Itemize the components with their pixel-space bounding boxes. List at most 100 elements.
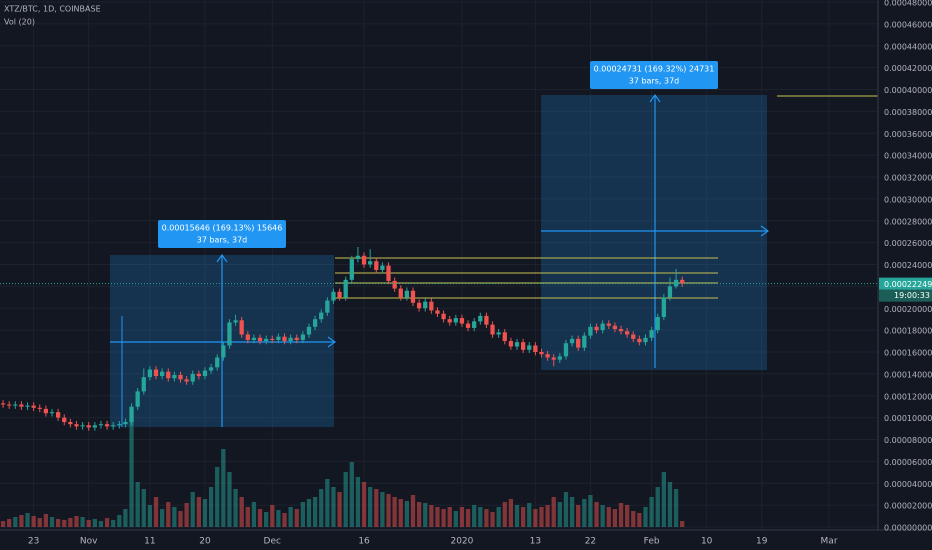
candle-body <box>19 404 24 407</box>
candle-body <box>68 422 73 425</box>
volume-bar <box>453 511 458 527</box>
volume-bar <box>141 489 146 527</box>
volume-bar <box>86 520 91 527</box>
x-tick-label: 13 <box>530 537 541 547</box>
candle-body <box>582 335 587 348</box>
volume-bar <box>98 521 104 527</box>
volume-bar <box>202 499 208 527</box>
volume-bar <box>355 477 361 527</box>
candle-body <box>221 345 226 358</box>
x-tick-label: 2020 <box>450 537 473 547</box>
measure-detail: 37 bars, 37d <box>197 236 248 245</box>
candle-body <box>618 329 624 332</box>
volume-bar <box>245 507 250 527</box>
candles <box>0 247 878 431</box>
candle-body <box>245 334 250 340</box>
candle-body <box>410 290 416 303</box>
candle-body <box>208 367 214 371</box>
volume-bar <box>13 517 18 527</box>
candle-body <box>429 301 434 311</box>
y-tick-label: 0.00020000 <box>884 305 932 314</box>
volume-pane <box>0 412 685 527</box>
volume-bar <box>441 509 446 527</box>
volume-bar <box>612 509 618 527</box>
candle-body <box>435 310 440 314</box>
volume-bar <box>447 507 452 527</box>
y-tick-label: 0.00008000 <box>884 436 932 445</box>
volume-bar <box>667 482 673 527</box>
volume-bar <box>312 497 318 527</box>
candle-body <box>276 336 281 340</box>
y-tick-label: 0.00042000 <box>884 64 932 73</box>
measure-tool <box>541 93 770 370</box>
x-tick-label: 20 <box>199 537 211 547</box>
volume-bar <box>31 516 36 527</box>
volume-bar <box>37 518 42 527</box>
volume-bar <box>484 509 489 527</box>
volume-bar <box>43 514 49 527</box>
candle-body <box>649 330 654 338</box>
x-tick-label: 11 <box>144 537 155 547</box>
volume-bar <box>251 502 257 527</box>
candle-body <box>361 255 367 265</box>
label-box <box>590 61 718 89</box>
volume-bar <box>227 472 232 527</box>
volume-bar <box>625 505 630 527</box>
volume-bar <box>673 489 679 527</box>
volume-bar <box>319 489 324 527</box>
candle-body <box>673 279 679 287</box>
candle-body <box>386 265 391 281</box>
measure-text: 0.00024731 (169.32%) 24731 <box>594 65 715 74</box>
candle-body <box>600 323 605 331</box>
measure-box <box>541 95 767 370</box>
candle-body <box>190 373 195 382</box>
volume-bar <box>496 507 501 527</box>
arrow-head <box>216 253 228 263</box>
candle-body <box>117 424 122 426</box>
countdown-tag <box>879 289 932 302</box>
candle-body <box>508 341 514 347</box>
volume-bar <box>166 502 171 527</box>
candle-body <box>447 319 452 323</box>
y-tick-label: 0.00046000 <box>884 20 932 29</box>
volume-bar <box>643 507 648 527</box>
volume-bar <box>349 462 354 527</box>
volume-bar <box>655 487 660 527</box>
volume-bar <box>19 515 24 527</box>
candle-body <box>594 326 599 331</box>
volume-bar <box>123 509 128 527</box>
volume-bar <box>178 511 183 527</box>
candle-body <box>490 324 495 335</box>
candle-body <box>502 332 507 342</box>
arrow-head <box>327 336 337 348</box>
candle-body <box>282 336 287 342</box>
candle-body <box>55 412 61 418</box>
volume-bar <box>196 497 201 527</box>
volume-bar <box>233 489 238 527</box>
candle-body <box>612 325 618 330</box>
measure-label: 0.00015646 (169.13%) 15646 37 bars, 37d <box>158 220 286 248</box>
last-price-tag <box>879 277 932 290</box>
volume-bar <box>594 502 599 527</box>
volume-bar <box>618 503 624 527</box>
candle-body <box>49 412 55 414</box>
x-tick-label: Nov <box>80 537 98 547</box>
candle-body <box>98 424 104 426</box>
candle-body <box>135 391 140 407</box>
candle-body <box>643 337 648 343</box>
candle-body <box>153 369 159 377</box>
candle-body <box>62 417 67 422</box>
y-tick-label: 0.00002000 <box>884 502 932 511</box>
volume-bar <box>343 472 348 527</box>
candle-body <box>147 369 153 378</box>
volume-bar <box>190 492 195 527</box>
candle-body <box>37 407 42 409</box>
indicator-label: Vol (20) <box>4 18 35 27</box>
volume-bar <box>374 489 379 527</box>
x-tick-label: 10 <box>701 537 713 547</box>
candle-body <box>465 323 471 328</box>
y-tick-label: 0.00016000 <box>884 349 932 358</box>
x-tick-label: Feb <box>644 537 660 547</box>
candle-body <box>416 302 422 309</box>
candle-body <box>74 424 79 427</box>
